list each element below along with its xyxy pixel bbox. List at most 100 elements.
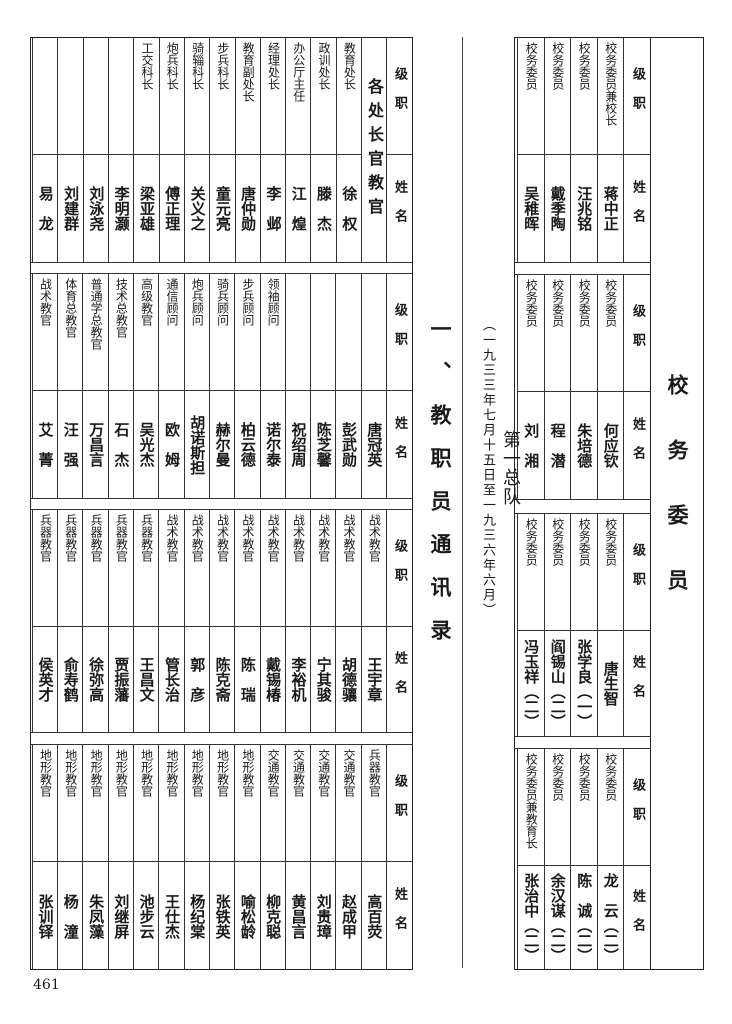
table-column: 炮兵顾问 胡诺斯担 — [183, 274, 209, 498]
table-column: 兵器教官 俞寿鹤 — [57, 510, 83, 732]
name-cell: 龙 云（二） — [598, 866, 624, 969]
name-cell: 池步云 — [134, 862, 158, 970]
rank-text: 地形教官 — [164, 749, 179, 797]
table-column: 领袖顾问 诺尔泰 — [259, 274, 285, 498]
staff-block: 级职 姓名 兵器教官 高百荧 交通教官 赵成甲 交通教官 刘贵璋 交通教官 黄昌言 交通教官 柳克聪地… — [31, 744, 412, 970]
name-cell: 胡德骧 — [336, 627, 360, 732]
table-column: 地形教官 张铁英 — [208, 745, 235, 970]
rank-cell — [33, 38, 58, 155]
rank-text: 普通学总教官 — [89, 278, 104, 350]
rank-cell — [58, 38, 83, 155]
name-label: 姓名 — [387, 627, 412, 732]
table-column: 体育总教官汪 强 — [57, 274, 83, 498]
rank-text: 兵器教官 — [114, 514, 129, 562]
person-name: 张训铎 — [36, 893, 55, 939]
rank-cell — [285, 274, 311, 391]
person-name: 戴锡椿 — [264, 657, 283, 702]
label-column: 级职 姓名 — [386, 38, 412, 262]
label-column: 级职 姓名 — [386, 274, 412, 498]
rank-text: 校务委员 — [550, 279, 565, 327]
person-name: 朱凤藻 — [87, 893, 106, 939]
rank-cell — [83, 38, 109, 155]
name-cell: 张训铎 — [33, 862, 57, 970]
rank-text: 兵器教官 — [63, 514, 78, 562]
rank-cell: 兵器教官 — [83, 510, 108, 627]
rank-cell: 校务委员 — [571, 38, 597, 155]
table-column: 通信顾问欧 姆 — [158, 274, 184, 498]
rank-text: 炮兵科长 — [165, 42, 180, 90]
table-column: 校务委员 余汉谋（二） — [543, 749, 571, 969]
rank-cell: 战术教官 — [285, 510, 311, 627]
table-column: 校务委员 汪兆铭 — [570, 38, 597, 262]
committee-title-text: 校务委员 — [665, 373, 689, 634]
rank-text: 校务委员兼教育长 — [524, 753, 539, 849]
table-column: 交通教官 柳克聪 — [259, 745, 285, 970]
person-name: 彭武勋 — [340, 422, 359, 467]
rank-text: 炮兵顾问 — [190, 278, 205, 326]
table-column: 高级教官 吴光杰 — [133, 274, 159, 498]
rank-label: 级职 — [624, 275, 651, 392]
rank-cell: 校务委员 — [518, 514, 544, 631]
rank-cell: 战术教官 — [361, 510, 386, 627]
rank-label: 级职 — [387, 38, 412, 155]
rank-cell: 交通教官 — [311, 745, 336, 862]
label-column: 级职 姓名 — [623, 749, 651, 969]
person-name: 胡德骧 — [340, 657, 359, 702]
table-column: 炮兵科长 傅正理 — [158, 38, 184, 262]
name-cell: 宁其骏 — [311, 627, 335, 732]
table-column: 交通教官 赵成甲 — [335, 745, 361, 970]
rank-cell: 地形教官 — [83, 745, 108, 862]
rank-label: 级职 — [624, 38, 651, 155]
name-cell: 程 潜 — [545, 392, 571, 499]
rank-cell: 兵器教官 — [108, 510, 134, 627]
person-name: 李裕机 — [289, 657, 308, 702]
person-name: 唐仲勋 — [239, 186, 258, 231]
name-cell: 张治中（二） — [518, 866, 544, 969]
rank-text: 骑兵顾问 — [215, 278, 230, 326]
rank-text: 地形教官 — [89, 749, 104, 797]
committee-title: 校务委员 — [650, 38, 703, 969]
group-heading-text: 各处长官教官 — [365, 78, 384, 222]
name-cell: 刘贵璋 — [311, 862, 335, 970]
committee-block: 级职 姓名 校务委员 何应钦 校务委员 朱培德 校务委员程 潜校务委员刘 湘 — [515, 274, 651, 500]
person-name: 李 邺 — [264, 186, 283, 231]
name-cell: 刘继屏 — [109, 862, 133, 970]
table-column: 兵器教官 贾振藩 — [107, 510, 134, 732]
name-label-text: 姓名 — [392, 179, 407, 238]
rank-cell: 校务委员兼校长 — [597, 38, 623, 155]
rank-text: 地形教官 — [215, 749, 230, 797]
rank-text: 交通教官 — [266, 749, 281, 797]
person-name: 余汉谋（二） — [548, 872, 567, 963]
rank-label-text: 级职 — [392, 303, 407, 361]
person-name: 刘建群 — [62, 186, 81, 231]
rank-text: 经理处长 — [266, 42, 281, 90]
name-cell: 管长治 — [159, 627, 183, 732]
table-column: 战术教官 宁其骏 — [310, 510, 336, 732]
table-column: 战术教官 陈克斋 — [208, 510, 235, 732]
rank-cell: 校务委员 — [597, 749, 623, 866]
table-column: 教育副处长 唐仲勋 — [234, 38, 260, 262]
rank-cell: 地形教官 — [235, 745, 260, 862]
person-name: 冯玉祥（二） — [522, 638, 541, 729]
rank-text: 体育总教官 — [63, 278, 78, 338]
name-cell: 傅正理 — [160, 155, 184, 262]
unit-name: 第一总队 — [500, 430, 521, 506]
person-name: 赫尔曼 — [213, 422, 232, 467]
table-column: 祝绍周 — [284, 274, 311, 498]
name-cell: 王宇章 — [362, 627, 386, 732]
person-name: 戴季陶 — [548, 186, 567, 231]
name-cell: 刘 湘 — [518, 392, 544, 499]
person-name: 程 潜 — [548, 423, 567, 468]
label-column: 级职 姓名 — [386, 745, 412, 970]
label-column: 级职 姓名 — [623, 38, 651, 262]
person-name: 郭 彦 — [188, 657, 207, 702]
name-cell: 高百荧 — [362, 862, 386, 970]
rank-cell: 地形教官 — [159, 745, 184, 862]
name-cell: 童元亮 — [210, 155, 234, 262]
name-cell: 易 龙 — [33, 155, 57, 262]
table-column: 校务委员 戴季陶 — [543, 38, 570, 262]
rank-cell: 政训处长 — [311, 38, 336, 155]
person-name: 祝绍周 — [289, 422, 308, 467]
name-cell: 柳克聪 — [261, 862, 285, 970]
name-cell: 余汉谋（二） — [545, 866, 571, 969]
